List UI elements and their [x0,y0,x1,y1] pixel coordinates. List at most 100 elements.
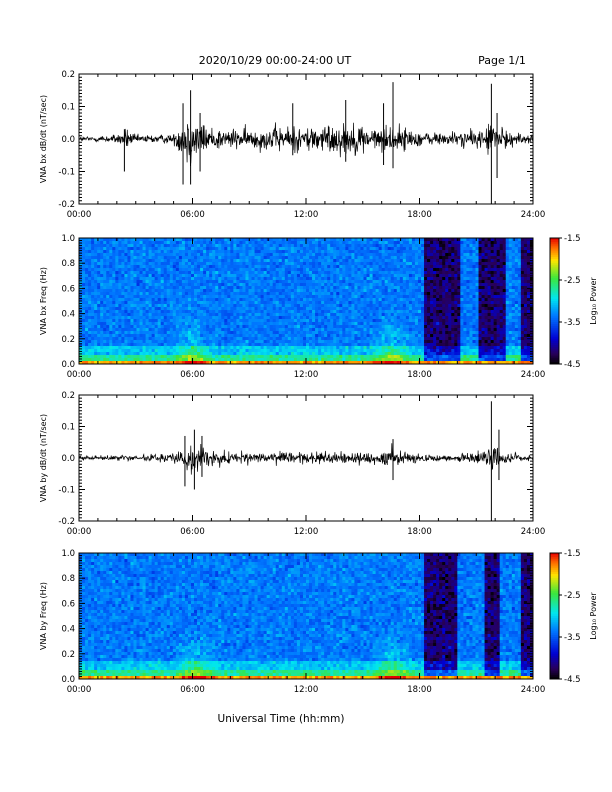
spectrogram-cell [330,310,334,314]
spectrogram-cell [263,361,268,365]
spectrogram-cell [103,271,107,275]
spectrogram-cell [166,262,171,266]
spectrogram-cell [139,289,143,293]
spectrogram-cell [233,289,237,293]
spectrogram-cell [112,361,116,365]
spectrogram-cell [387,244,392,248]
spectrogram-cell [330,238,334,242]
spectrogram-cell [387,289,392,293]
spectrogram-cell [91,349,95,353]
spectrogram-cell [239,337,243,341]
spectrogram-cell [378,271,383,275]
spectrogram-cell [160,322,165,326]
spectrogram-cell [363,295,367,299]
spectrogram-cell [384,253,389,257]
spectrogram-cell [181,286,186,290]
spectrogram-cell [330,241,334,245]
spectrogram-cell [299,280,304,284]
spectrogram-cell [181,238,186,242]
spectrogram-cell [251,346,255,350]
spectrogram-cell [257,322,261,326]
spectrogram-cell [184,352,189,356]
spectrogram-cell [263,307,268,311]
spectrogram-cell [414,289,419,293]
spectrogram-cell [194,247,198,251]
spectrogram-cell [197,295,201,299]
spectrogram-cell [200,313,204,317]
spectrogram-cell [290,295,295,299]
spectrogram-cell [133,265,137,269]
spectrogram-cell [408,238,413,242]
spectrogram-cell [275,307,280,311]
spectrogram-cell [309,343,313,347]
spectrogram-cell [284,289,289,293]
spectrogram-cell [408,283,413,287]
spectrogram-cell [293,355,298,359]
spectrogram-cell [139,349,143,353]
spectrogram-cell [284,238,289,242]
spectrogram-cell [100,340,104,344]
spectrogram-cell [97,328,101,332]
spectrogram-cell [315,340,319,344]
spectrogram-cell [387,280,392,284]
spectrogram-cell [224,337,228,341]
spectrogram-cell [160,265,165,269]
spectrogram-cell [136,337,140,341]
spectrogram-cell [378,289,383,293]
spectrogram-cell [399,337,404,341]
spectrogram-cell [299,262,304,266]
spectrogram-cell [336,274,340,278]
spectrogram-cell [354,358,358,362]
spectrogram-cell [121,253,125,257]
spectrogram-cell [242,307,246,311]
spectrogram-cell [245,346,249,350]
spectrogram-cell [296,244,301,248]
spectrogram-cell [290,352,295,356]
spectrogram-cell [281,325,286,329]
spectrogram-cell [215,358,219,362]
spectrogram-cell [175,346,180,350]
spectrogram-cell [387,271,392,275]
spectrogram-cell [178,310,183,314]
spectrogram-cell [221,322,225,326]
spectrogram-cell [318,238,322,242]
spectrogram-cell [218,355,222,359]
spectrogram-cell [233,361,237,365]
spectrogram-cell [342,349,346,353]
spectrogram-cell [414,319,419,323]
spectrogram-cell [121,259,125,263]
spectrogram-cell [154,361,159,365]
spectrogram-cell [375,355,380,359]
spectrogram-cell [315,325,319,329]
spectrogram-cell [157,328,162,332]
spectrogram-cell [278,244,283,248]
spectrogram-cell [251,271,255,275]
spectrogram-cell [318,331,322,335]
spectrogram-cell [396,349,401,353]
spectrogram-cell [290,247,295,251]
spectrogram-cell [224,319,228,323]
spectrogram-cell [360,277,364,281]
spectrogram-cell [139,250,143,254]
spectrogram-cell [130,322,134,326]
spectrogram-cell [387,256,392,260]
spectrogram-cell [124,346,128,350]
spectrogram-cell [139,271,143,275]
spectrogram-cell [363,352,367,356]
spectrogram-cell [127,325,131,329]
spectrogram-cell [378,355,383,359]
spectrogram-cell [169,262,174,266]
spectrogram-cell [324,256,328,260]
spectrogram-cell [106,298,110,302]
spectrogram-cell [245,340,249,344]
spectrogram-cell [257,298,261,302]
spectrogram-cell [369,319,373,323]
spectrogram-cell [324,262,328,266]
spectrogram-cell [424,274,428,278]
spectrogram-cell [387,238,392,242]
spectrogram-cell [312,247,316,251]
spectrogram-cell [224,259,228,263]
spectrogram-cell [239,328,243,332]
spectrogram-cell [257,271,261,275]
spectrogram-cell [136,346,140,350]
